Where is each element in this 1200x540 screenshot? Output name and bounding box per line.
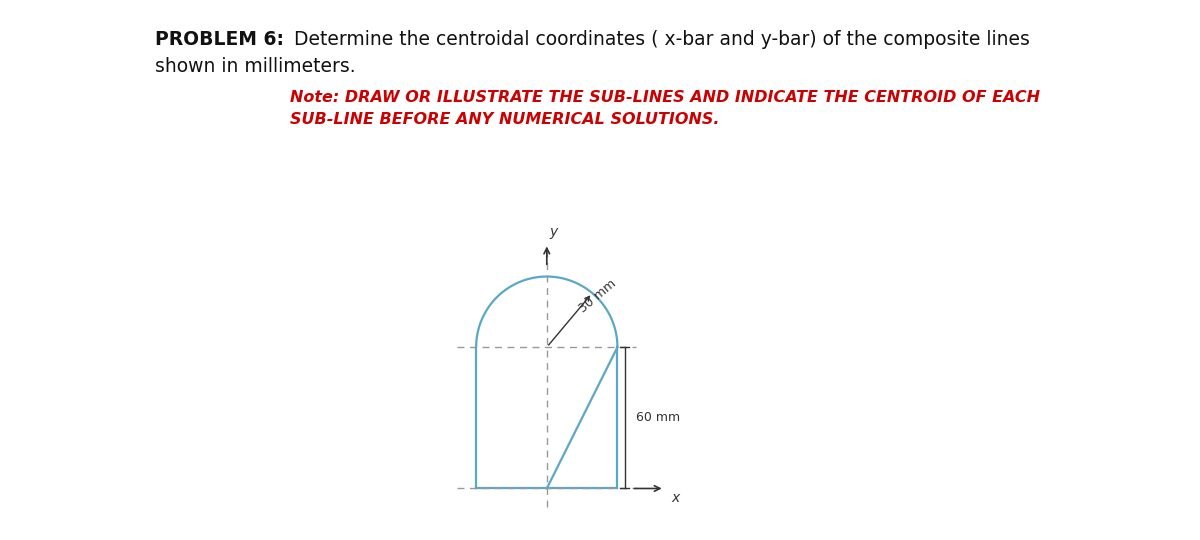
Text: Determine the centroidal coordinates ( x-bar and y-bar) of the composite lines: Determine the centroidal coordinates ( x… bbox=[288, 30, 1030, 49]
Text: PROBLEM 6:: PROBLEM 6: bbox=[155, 30, 284, 49]
Text: shown in millimeters.: shown in millimeters. bbox=[155, 57, 355, 76]
Text: SUB-LINE BEFORE ANY NUMERICAL SOLUTIONS.: SUB-LINE BEFORE ANY NUMERICAL SOLUTIONS. bbox=[290, 112, 720, 127]
Text: Note: DRAW OR ILLUSTRATE THE SUB-LINES AND INDICATE THE CENTROID OF EACH: Note: DRAW OR ILLUSTRATE THE SUB-LINES A… bbox=[290, 90, 1040, 105]
Text: x: x bbox=[672, 491, 680, 505]
Text: y: y bbox=[550, 225, 557, 239]
Text: 30 mm: 30 mm bbox=[576, 277, 619, 315]
Text: 60 mm: 60 mm bbox=[636, 411, 680, 424]
